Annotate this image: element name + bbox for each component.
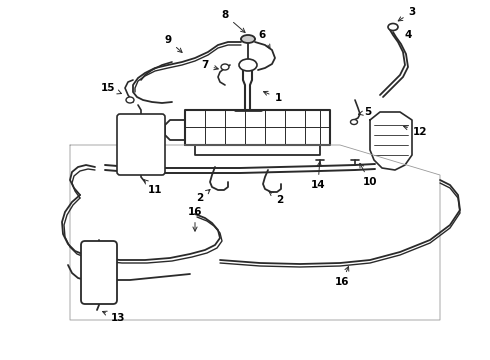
- Text: 12: 12: [404, 126, 427, 137]
- Ellipse shape: [241, 35, 255, 43]
- Text: 7: 7: [201, 60, 218, 70]
- Ellipse shape: [388, 23, 398, 31]
- Text: 16: 16: [335, 266, 349, 287]
- Text: 1: 1: [264, 91, 282, 103]
- Ellipse shape: [350, 120, 358, 125]
- Text: 2: 2: [269, 192, 284, 205]
- Text: 15: 15: [101, 83, 122, 94]
- Ellipse shape: [221, 64, 229, 70]
- FancyBboxPatch shape: [81, 241, 117, 304]
- Text: 16: 16: [188, 207, 202, 231]
- Text: 14: 14: [311, 162, 325, 190]
- FancyBboxPatch shape: [117, 114, 165, 175]
- Text: 5: 5: [359, 107, 371, 117]
- Text: 11: 11: [144, 180, 162, 195]
- Text: 4: 4: [404, 30, 412, 40]
- Text: 9: 9: [165, 35, 182, 53]
- Text: 2: 2: [196, 189, 210, 203]
- Text: 6: 6: [258, 30, 270, 49]
- Text: 13: 13: [102, 311, 125, 323]
- Text: 3: 3: [398, 7, 416, 21]
- Ellipse shape: [239, 59, 257, 71]
- Text: 8: 8: [221, 10, 245, 32]
- Ellipse shape: [126, 97, 134, 103]
- Text: 10: 10: [360, 163, 377, 187]
